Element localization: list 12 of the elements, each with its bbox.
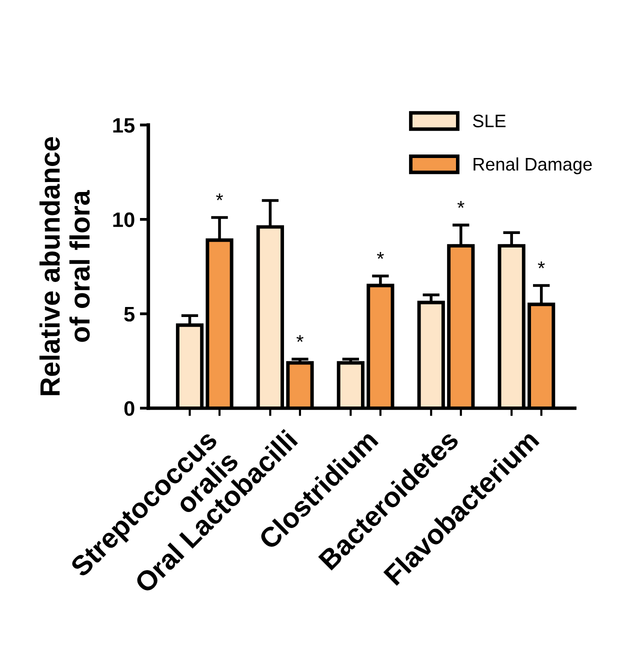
y-axis-title: Relative abundance of oral flora — [39, 137, 90, 396]
annotation: * — [296, 335, 304, 342]
y-tick-label: 15 — [113, 118, 135, 133]
legend-label: SLE — [472, 114, 506, 128]
annotation: * — [538, 261, 545, 268]
legend-label: Renal Damage — [474, 157, 592, 174]
annotation: * — [376, 252, 384, 259]
y-tick-label: 5 — [124, 307, 135, 322]
annotation: * — [457, 201, 464, 208]
annotation: * — [216, 193, 224, 200]
y-tick-label: 0 — [124, 401, 134, 416]
y-tick-label: 10 — [113, 212, 134, 228]
